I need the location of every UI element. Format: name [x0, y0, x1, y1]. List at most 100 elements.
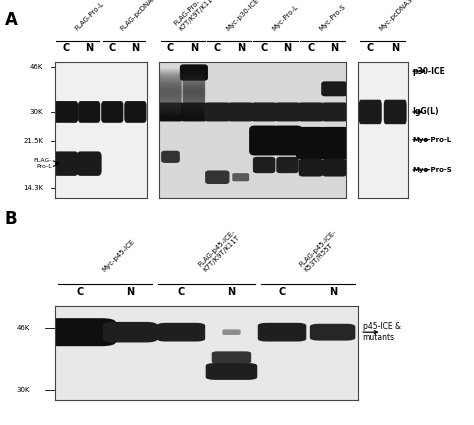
- Text: FLAG-Pro-
K7T/K9T/K11T: FLAG-Pro- K7T/K9T/K11T: [173, 0, 217, 32]
- Text: C: C: [367, 43, 374, 54]
- Text: Myc-Pro-L: Myc-Pro-L: [412, 137, 452, 143]
- FancyBboxPatch shape: [321, 102, 347, 122]
- Text: C: C: [278, 286, 286, 297]
- Text: 46K: 46K: [17, 326, 30, 332]
- Text: Myc-pcDNA3: Myc-pcDNA3: [379, 0, 414, 32]
- FancyBboxPatch shape: [206, 363, 257, 380]
- Text: FLAG-
Pro-L: FLAG- Pro-L: [33, 158, 52, 169]
- FancyBboxPatch shape: [159, 71, 182, 79]
- FancyBboxPatch shape: [44, 318, 116, 346]
- FancyBboxPatch shape: [182, 102, 205, 110]
- FancyBboxPatch shape: [182, 85, 205, 93]
- Text: p45-ICE &
mutants: p45-ICE & mutants: [363, 323, 401, 342]
- FancyBboxPatch shape: [182, 81, 205, 89]
- Text: FLAG-p45-ICE-
K53T/R55T: FLAG-p45-ICE- K53T/R55T: [298, 229, 342, 273]
- Text: A: A: [5, 11, 18, 28]
- FancyBboxPatch shape: [182, 95, 205, 104]
- FancyBboxPatch shape: [78, 101, 100, 123]
- FancyBboxPatch shape: [182, 91, 205, 99]
- FancyBboxPatch shape: [222, 329, 241, 335]
- Text: C: C: [167, 43, 174, 54]
- FancyBboxPatch shape: [182, 97, 205, 106]
- Text: Myc-Pro-S: Myc-Pro-S: [412, 167, 452, 173]
- FancyBboxPatch shape: [124, 101, 146, 123]
- FancyBboxPatch shape: [159, 94, 182, 102]
- FancyBboxPatch shape: [253, 157, 275, 173]
- FancyBboxPatch shape: [273, 125, 302, 156]
- Text: FLAG-pcDNA3: FLAG-pcDNA3: [119, 0, 158, 32]
- FancyBboxPatch shape: [204, 102, 230, 122]
- FancyBboxPatch shape: [157, 102, 183, 122]
- FancyBboxPatch shape: [182, 108, 205, 116]
- Text: IgG(L): IgG(L): [412, 108, 439, 116]
- Text: Myc-p45-ICE: Myc-p45-ICE: [101, 238, 136, 273]
- Text: N: N: [328, 286, 337, 297]
- FancyBboxPatch shape: [212, 351, 251, 363]
- FancyBboxPatch shape: [159, 97, 182, 106]
- FancyBboxPatch shape: [159, 99, 182, 108]
- FancyBboxPatch shape: [182, 94, 205, 102]
- FancyBboxPatch shape: [359, 100, 382, 124]
- FancyBboxPatch shape: [101, 101, 123, 123]
- FancyBboxPatch shape: [159, 81, 182, 89]
- Text: N: N: [330, 43, 338, 54]
- FancyBboxPatch shape: [161, 151, 180, 163]
- FancyBboxPatch shape: [159, 79, 182, 87]
- FancyBboxPatch shape: [159, 73, 182, 81]
- FancyBboxPatch shape: [159, 102, 182, 110]
- Text: C: C: [307, 43, 315, 54]
- FancyBboxPatch shape: [296, 127, 326, 159]
- FancyBboxPatch shape: [310, 324, 356, 340]
- Text: Myc-Pro-L: Myc-Pro-L: [272, 3, 300, 32]
- FancyBboxPatch shape: [182, 79, 205, 87]
- FancyBboxPatch shape: [232, 173, 249, 181]
- FancyBboxPatch shape: [258, 323, 306, 342]
- FancyBboxPatch shape: [159, 89, 182, 97]
- Text: 30K: 30K: [17, 387, 30, 393]
- FancyBboxPatch shape: [182, 87, 205, 95]
- Text: N: N: [85, 43, 93, 54]
- FancyBboxPatch shape: [159, 104, 182, 112]
- FancyBboxPatch shape: [322, 159, 346, 176]
- FancyBboxPatch shape: [54, 151, 79, 176]
- Text: FLAG-Pro-L: FLAG-Pro-L: [73, 0, 104, 32]
- FancyBboxPatch shape: [319, 127, 349, 159]
- FancyBboxPatch shape: [251, 102, 277, 122]
- Text: N: N: [131, 43, 139, 54]
- FancyBboxPatch shape: [384, 100, 407, 124]
- Text: N: N: [228, 286, 236, 297]
- FancyBboxPatch shape: [228, 102, 254, 122]
- Text: Myc-Pro-S: Myc-Pro-S: [319, 3, 347, 32]
- FancyBboxPatch shape: [159, 87, 182, 95]
- Text: C: C: [63, 43, 70, 54]
- FancyBboxPatch shape: [182, 68, 205, 76]
- FancyBboxPatch shape: [181, 102, 207, 122]
- Text: B: B: [5, 210, 18, 228]
- FancyBboxPatch shape: [159, 85, 182, 93]
- Text: Myc-p30-ICE: Myc-p30-ICE: [225, 0, 260, 32]
- FancyBboxPatch shape: [182, 83, 205, 91]
- Text: 14.3K: 14.3K: [23, 185, 44, 191]
- Text: N: N: [190, 43, 198, 54]
- Text: N: N: [126, 286, 135, 297]
- Text: C: C: [261, 43, 268, 54]
- FancyBboxPatch shape: [182, 104, 205, 112]
- FancyBboxPatch shape: [159, 77, 182, 85]
- FancyBboxPatch shape: [298, 102, 324, 122]
- FancyBboxPatch shape: [103, 322, 158, 343]
- Text: C: C: [76, 286, 83, 297]
- Text: p30-ICE: p30-ICE: [412, 67, 445, 76]
- FancyBboxPatch shape: [182, 73, 205, 81]
- FancyBboxPatch shape: [182, 77, 205, 85]
- Text: C: C: [177, 286, 185, 297]
- FancyBboxPatch shape: [182, 99, 205, 108]
- FancyBboxPatch shape: [77, 151, 101, 176]
- FancyBboxPatch shape: [299, 159, 323, 176]
- FancyBboxPatch shape: [159, 75, 182, 83]
- FancyBboxPatch shape: [159, 91, 182, 99]
- FancyBboxPatch shape: [180, 64, 208, 81]
- FancyBboxPatch shape: [249, 125, 279, 156]
- FancyBboxPatch shape: [159, 108, 182, 116]
- Text: N: N: [283, 43, 292, 54]
- Text: N: N: [237, 43, 245, 54]
